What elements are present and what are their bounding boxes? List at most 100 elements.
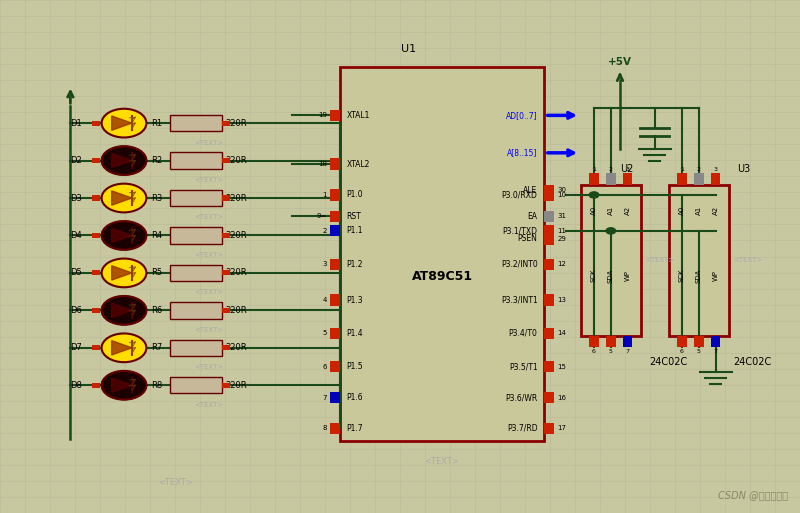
Text: <TEXT>: <TEXT> bbox=[194, 214, 223, 221]
Text: 4: 4 bbox=[322, 297, 326, 303]
Text: <TEXT>: <TEXT> bbox=[194, 289, 223, 295]
Text: 14: 14 bbox=[557, 330, 566, 337]
Text: 15: 15 bbox=[557, 364, 566, 370]
Text: R8: R8 bbox=[151, 381, 162, 390]
Text: P1.0: P1.0 bbox=[346, 190, 363, 200]
Text: 29: 29 bbox=[557, 236, 566, 242]
Text: 220R: 220R bbox=[226, 119, 247, 128]
Text: R7: R7 bbox=[151, 343, 162, 352]
Text: 7: 7 bbox=[322, 394, 326, 401]
Polygon shape bbox=[112, 228, 132, 243]
Text: 5: 5 bbox=[322, 330, 326, 337]
Circle shape bbox=[102, 184, 146, 212]
Polygon shape bbox=[112, 303, 132, 318]
Text: A0: A0 bbox=[591, 206, 597, 215]
Text: R5: R5 bbox=[151, 268, 162, 278]
Bar bbox=[170, 115, 222, 131]
Text: A2: A2 bbox=[625, 206, 630, 215]
Bar bbox=[589, 336, 598, 347]
Bar bbox=[606, 336, 616, 347]
Text: 220R: 220R bbox=[226, 381, 247, 390]
Text: U3: U3 bbox=[737, 165, 750, 174]
Text: XTAL1: XTAL1 bbox=[346, 111, 370, 120]
Text: A1: A1 bbox=[696, 206, 702, 215]
Text: 220R: 220R bbox=[226, 306, 247, 315]
Text: 12: 12 bbox=[557, 261, 566, 267]
Text: D2: D2 bbox=[70, 156, 82, 165]
Bar bbox=[544, 211, 554, 222]
Text: P3.6/WR: P3.6/WR bbox=[506, 393, 538, 402]
Text: 3: 3 bbox=[714, 167, 718, 172]
Text: WP: WP bbox=[713, 270, 718, 281]
Text: AT89C51: AT89C51 bbox=[411, 270, 473, 283]
Text: 5: 5 bbox=[697, 349, 701, 354]
Bar bbox=[92, 195, 100, 201]
Text: A2: A2 bbox=[713, 206, 718, 215]
Circle shape bbox=[606, 228, 615, 234]
Text: PSEN: PSEN bbox=[518, 234, 538, 244]
Text: U1: U1 bbox=[401, 44, 416, 54]
Text: R4: R4 bbox=[151, 231, 162, 240]
Text: CSDN @随心的天空: CSDN @随心的天空 bbox=[718, 490, 788, 500]
Circle shape bbox=[102, 296, 146, 325]
Text: 1: 1 bbox=[322, 192, 326, 198]
Text: 11: 11 bbox=[557, 228, 566, 234]
Text: D5: D5 bbox=[70, 268, 82, 278]
Bar bbox=[622, 336, 632, 347]
Text: 8: 8 bbox=[322, 425, 326, 431]
Text: <TEXT>: <TEXT> bbox=[194, 402, 223, 408]
Polygon shape bbox=[112, 341, 132, 355]
Text: <TEXT>: <TEXT> bbox=[425, 457, 459, 466]
Text: 3: 3 bbox=[322, 261, 326, 267]
Text: <TEXT>: <TEXT> bbox=[158, 478, 194, 487]
Bar bbox=[92, 270, 100, 275]
Text: AD[0..7]: AD[0..7] bbox=[506, 111, 538, 120]
Bar bbox=[589, 173, 598, 185]
Text: P3.3/INT1: P3.3/INT1 bbox=[501, 295, 538, 305]
Circle shape bbox=[102, 259, 146, 287]
Text: 19: 19 bbox=[318, 112, 326, 119]
Polygon shape bbox=[112, 153, 132, 168]
Text: A0: A0 bbox=[679, 206, 685, 215]
Bar bbox=[677, 173, 686, 185]
Bar bbox=[710, 336, 720, 347]
Text: 7: 7 bbox=[626, 349, 630, 354]
Polygon shape bbox=[112, 116, 132, 130]
Text: A1: A1 bbox=[608, 206, 614, 215]
Bar bbox=[544, 423, 554, 434]
Text: P3.2/INT0: P3.2/INT0 bbox=[501, 260, 538, 269]
Bar bbox=[222, 233, 230, 238]
Text: 1: 1 bbox=[592, 167, 596, 172]
Text: 2: 2 bbox=[697, 167, 701, 172]
Text: <TEXT>: <TEXT> bbox=[194, 252, 223, 258]
Text: R3: R3 bbox=[151, 193, 162, 203]
Text: D6: D6 bbox=[70, 306, 82, 315]
Text: SCK: SCK bbox=[679, 269, 685, 282]
Text: D8: D8 bbox=[70, 381, 82, 390]
Text: P1.1: P1.1 bbox=[346, 226, 363, 235]
Text: 6: 6 bbox=[322, 364, 326, 370]
Circle shape bbox=[102, 221, 146, 250]
Bar bbox=[170, 152, 222, 169]
Text: 24C02C: 24C02C bbox=[733, 357, 771, 366]
Text: P1.7: P1.7 bbox=[346, 424, 363, 433]
Text: 220R: 220R bbox=[226, 193, 247, 203]
Bar bbox=[330, 294, 340, 306]
Text: P1.5: P1.5 bbox=[346, 362, 363, 371]
Bar bbox=[330, 392, 340, 403]
Bar bbox=[92, 345, 100, 350]
Text: 220R: 220R bbox=[226, 231, 247, 240]
Bar bbox=[677, 336, 686, 347]
Text: P1.4: P1.4 bbox=[346, 329, 363, 338]
Text: 30: 30 bbox=[557, 187, 566, 193]
Text: D3: D3 bbox=[70, 193, 82, 203]
Text: 220R: 220R bbox=[226, 343, 247, 352]
Bar bbox=[170, 377, 222, 393]
Text: 16: 16 bbox=[557, 394, 566, 401]
Text: <TEXT>: <TEXT> bbox=[194, 140, 223, 146]
Text: 7: 7 bbox=[714, 349, 718, 354]
Circle shape bbox=[102, 333, 146, 362]
Bar bbox=[544, 189, 554, 201]
Bar bbox=[330, 159, 340, 170]
Bar bbox=[544, 259, 554, 270]
